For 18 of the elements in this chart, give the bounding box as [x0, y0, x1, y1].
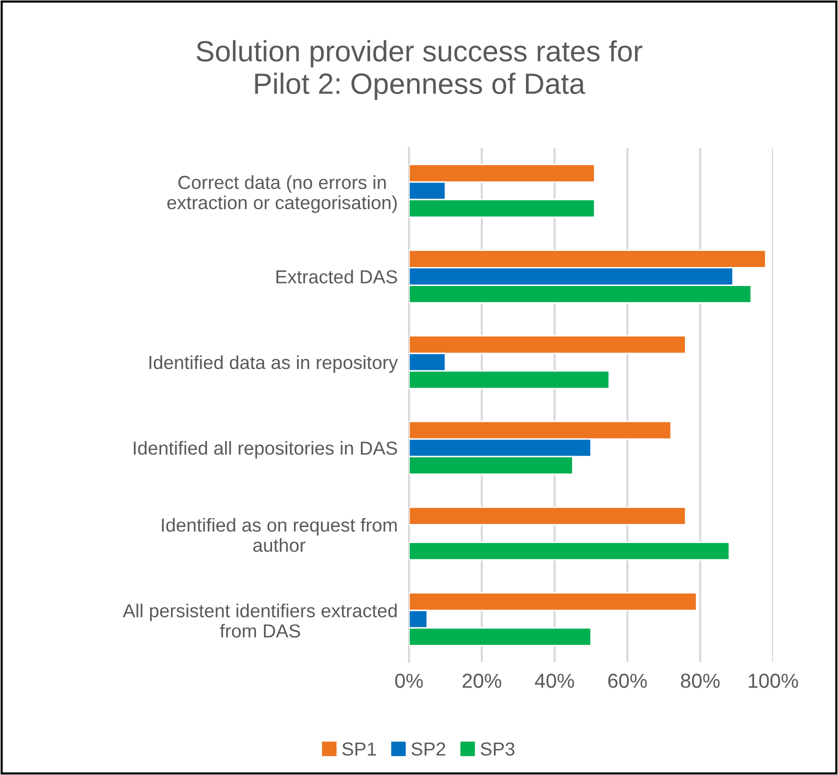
x-tick-label: 0% — [395, 674, 423, 688]
chart-title: Solution provider success rates for Pilot 2: Openness of Data — [196, 40, 642, 100]
x-tick-label: 40% — [534, 674, 574, 688]
y-tick-label: Correct data (no errors in extraction or categorisation) — [167, 175, 397, 213]
y-tick-label: All persistent identifiers extracted from DAS — [122, 604, 397, 638]
legend-label: SP3 — [480, 742, 514, 756]
legend-label: SP2 — [412, 742, 446, 756]
y-tick-label: Identified all repositories in DAS — [134, 441, 398, 459]
x-tick-label: 100% — [748, 674, 798, 688]
x-tick-label: 80% — [680, 674, 720, 688]
y-tick-label: Identified as on request from author — [162, 518, 397, 552]
legend-label: SP1 — [342, 742, 376, 756]
x-tick-label: 20% — [462, 674, 502, 688]
x-tick-label: 60% — [608, 674, 647, 688]
bar — [409, 542, 730, 561]
y-tick-label: Extracted DAS — [276, 270, 398, 284]
y-tick-label: Identified data as in repository — [149, 355, 398, 373]
bar — [409, 506, 686, 526]
